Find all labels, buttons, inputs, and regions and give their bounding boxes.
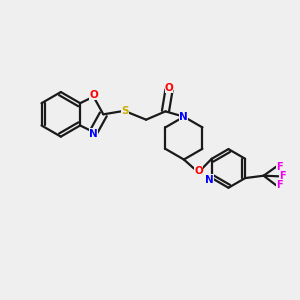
Text: S: S (121, 106, 128, 116)
Text: N: N (89, 128, 98, 139)
Text: O: O (194, 167, 203, 176)
Text: O: O (165, 82, 173, 93)
Text: N: N (179, 112, 188, 122)
Text: F: F (276, 162, 282, 172)
Text: F: F (276, 180, 282, 190)
Text: O: O (89, 90, 98, 100)
Text: N: N (205, 175, 214, 184)
Text: F: F (279, 171, 285, 181)
